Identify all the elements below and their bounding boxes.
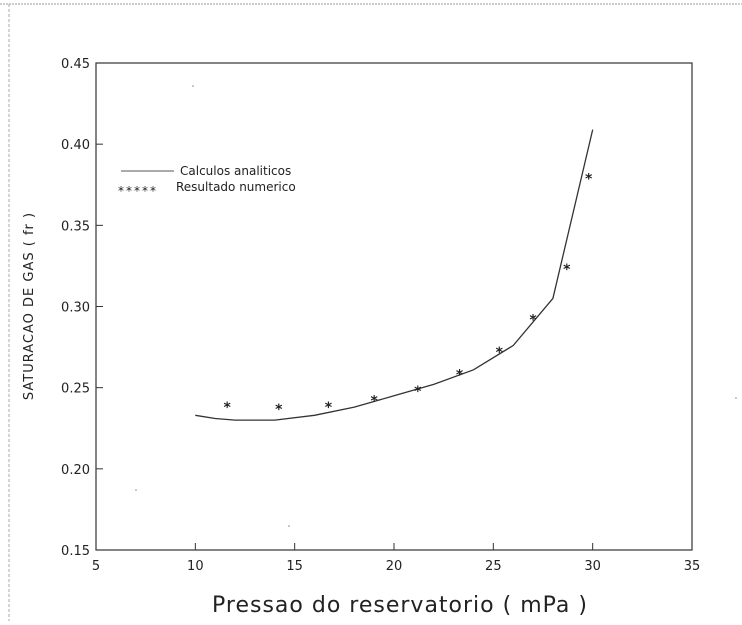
y-tick-label: 0.15: [61, 544, 90, 559]
data-point-marker: *: [275, 402, 283, 418]
data-point-marker: *: [325, 400, 333, 416]
scan-speck: [735, 397, 737, 399]
data-point-marker: *: [563, 262, 571, 278]
data-point-marker: *: [496, 345, 504, 361]
x-axis-label: Pressao do reservatorio ( mPa ): [212, 593, 588, 618]
x-tick-label: 30: [584, 559, 601, 574]
y-tick-label: 0.45: [61, 57, 90, 72]
data-point-marker: *: [585, 171, 593, 187]
data-point-marker: *: [529, 312, 537, 328]
plot-area: [95, 62, 693, 551]
y-tick-label: 0.30: [61, 301, 90, 316]
data-point-marker: *: [370, 394, 378, 410]
x-tick-label: 15: [286, 559, 303, 574]
data-point-marker: *: [414, 384, 422, 400]
y-tick-label: 0.25: [61, 382, 90, 397]
legend-label-line: Calculos analiticos: [180, 164, 291, 178]
scan-speck: [135, 489, 137, 491]
series-line-calculos-analiticos: [195, 129, 594, 421]
x-tick-label: 5: [92, 559, 100, 574]
legend-marker-swatch: *****: [118, 184, 158, 198]
y-tick-label: 0.35: [61, 219, 90, 234]
y-tick-label: 0.20: [61, 463, 90, 478]
x-tick-label: 35: [684, 559, 701, 574]
data-point-marker: *: [456, 368, 464, 384]
x-axis-ticks: 5 10 15 20 25 30 35: [92, 543, 700, 574]
x-tick-label: 10: [187, 559, 204, 574]
y-axis-label: SATURACAO DE GAS ( fr ): [22, 212, 37, 400]
series-markers-resultado-numerico: * * * * * * * * * *: [223, 171, 593, 418]
x-tick-label: 20: [386, 559, 403, 574]
scan-speck: [288, 525, 290, 527]
y-tick-label: 0.40: [61, 138, 90, 153]
legend-label-markers: Resultado numerico: [176, 180, 296, 194]
scan-speck: [192, 85, 194, 87]
x-tick-label: 25: [485, 559, 502, 574]
data-point-marker: *: [223, 400, 231, 416]
legend: Calculos analiticos ***** Resultado nume…: [118, 164, 296, 198]
y-axis-ticks: 0.15 0.20 0.25 0.30 0.35 0.40 0.45: [61, 57, 103, 559]
